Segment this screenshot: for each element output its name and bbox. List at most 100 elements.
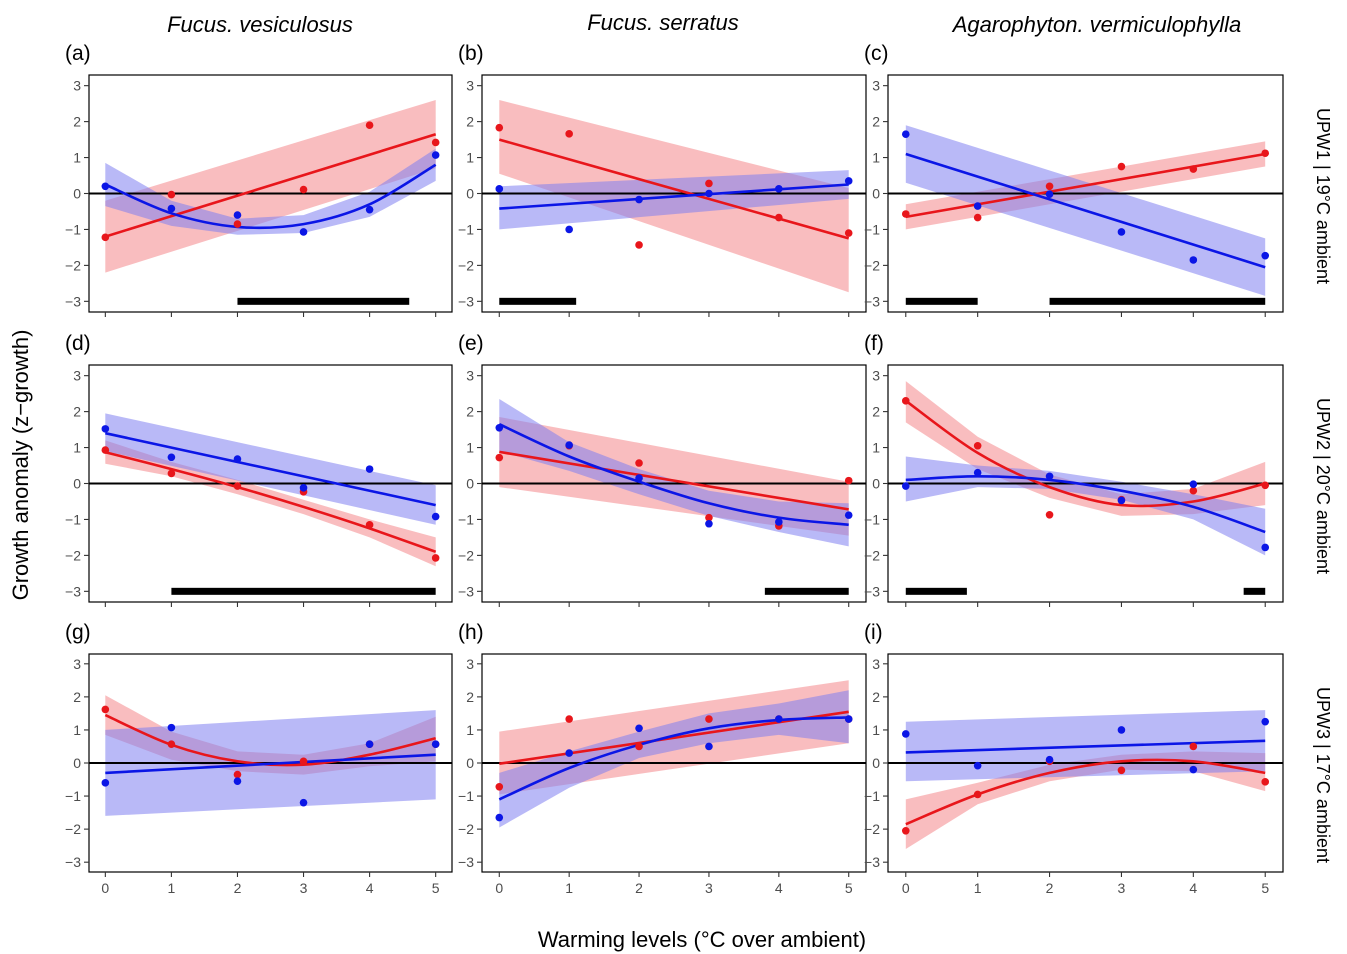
red-data-point [973,441,982,450]
blue-data-point [1189,480,1198,489]
labels-layer: Fucus. vesiculosus Fucus. serratus Agaro… [8,10,1333,952]
blue-data-point [635,195,643,204]
red-data-point [233,482,242,490]
blue-data-point [495,185,504,193]
y-tick-label: 2 [73,114,81,130]
blue-data-point [299,798,308,807]
y-tick-label: 0 [466,186,474,202]
red-data-point [901,826,910,835]
red-data-point [1117,162,1126,171]
y-tick-label: 0 [872,476,880,492]
panel-7: (g) −3 −2 −1 0 1 2 3 0 1 2 3 4 5 [65,621,453,896]
y-tick-label: 1 [466,722,474,738]
red-data-point [973,790,982,799]
blue-fit-line [499,183,849,210]
blue-data-point [973,202,982,210]
plot-area [89,413,452,595]
x-tick-label: 1 [974,880,982,896]
blue-data-point [233,211,242,219]
species-title-3: Agarophyton. vermiculophylla [951,12,1242,37]
red-fit-line [905,399,1266,508]
panel-5: (e) −3 −2 −1 0 1 2 3 [458,332,867,607]
y-tick-label: 1 [872,150,880,166]
y-tick-label: −2 [864,547,880,563]
x-tick-label: 4 [775,880,783,896]
x-tick-label: 4 [1189,880,1197,896]
y-tick-label: 1 [73,440,81,456]
red-data-point [299,185,308,194]
blue-data-point [1189,256,1198,264]
red-data-point [365,121,374,130]
red-data-point [101,705,110,714]
y-tick-label: 2 [872,689,880,705]
panel-3: (c) −3 −2 −1 0 1 2 3 [864,42,1284,317]
blue-data-point [299,484,308,492]
x-tick-label: 0 [495,880,503,896]
blue-data-point [973,468,982,477]
blue-data-point [365,740,374,748]
x-tick-label: 3 [300,880,308,896]
y-tick-label: 0 [872,755,880,771]
panel-letter: (i) [864,621,883,644]
blue-data-point [775,185,783,193]
y-tick-label: −1 [65,511,81,527]
blue-data-point [167,453,176,462]
blue-data-point [901,130,910,138]
species-title-2: Fucus. serratus [587,10,739,35]
y-tick-label: 0 [73,186,81,202]
x-tick-label: 3 [1118,880,1126,896]
red-data-point [431,138,440,147]
plot-area [89,695,452,816]
row-strip-3: UPW3 | 17°C ambient [1313,687,1333,863]
red-data-point [167,469,176,478]
panel-1: (a) −3 −2 −1 0 1 2 3 [65,42,453,317]
y-tick-label: −2 [458,821,474,837]
panel-letter: (e) [458,332,484,355]
blue-data-point [1261,717,1270,726]
x-tick-label: 2 [234,880,242,896]
red-fit-line [498,138,850,240]
red-data-point [901,210,910,218]
y-tick-label: 1 [872,440,880,456]
plot-area [482,680,866,828]
red-data-point [299,757,308,766]
blue-data-point [1117,496,1126,505]
x-tick-label: 5 [1261,880,1269,896]
red-data-point [495,453,504,462]
blue-data-point [1045,755,1054,764]
y-tick-label: −3 [458,583,474,599]
red-data-point [1045,182,1054,191]
blue-data-point [1117,726,1126,734]
y-tick-label: 3 [73,368,81,384]
blue-data-point [565,225,573,234]
y-tick-label: 3 [466,656,474,672]
blue-fit-line [905,474,1266,534]
blue-data-point [844,511,853,519]
y-tick-label: 2 [73,689,81,705]
y-tick-label: 3 [872,656,880,672]
blue-data-point [431,740,440,748]
red-data-point [1261,481,1270,490]
plot-area [482,100,866,305]
blue-data-point [495,813,504,822]
blue-fit-line [105,753,436,775]
y-tick-label: −1 [864,511,880,527]
significance-bar [1049,297,1266,305]
blue-confidence-band [905,456,1266,556]
blue-fit-line [498,716,849,801]
y-tick-label: 1 [872,722,880,738]
blue-data-point [705,742,713,751]
blue-data-point [365,465,374,473]
blue-fit-line [905,152,1266,269]
x-tick-label: 2 [1046,880,1054,896]
red-data-point [1189,165,1198,173]
blue-data-point [1189,765,1198,774]
y-tick-label: 3 [466,78,474,94]
significance-bar [171,587,436,595]
y-tick-label: 0 [466,476,474,492]
blue-data-point [299,228,308,236]
y-tick-label: −1 [458,221,474,237]
x-tick-label: 1 [168,880,176,896]
plot-area [888,125,1283,305]
red-data-point [775,213,783,222]
